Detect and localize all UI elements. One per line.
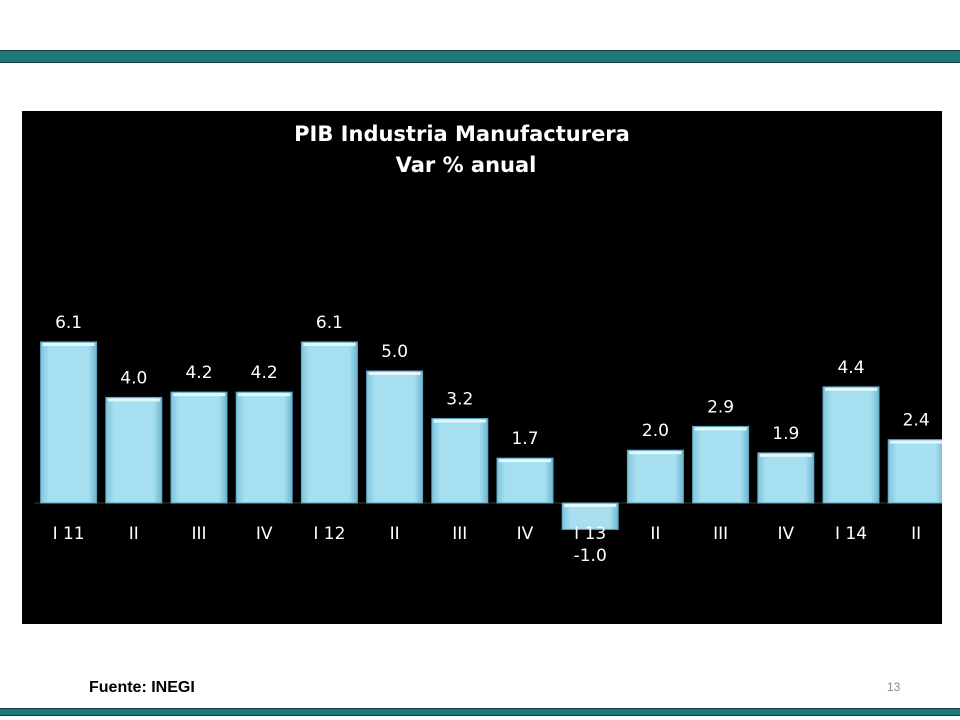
bar	[40, 341, 98, 504]
bar-highlight	[173, 393, 225, 397]
bar	[887, 439, 942, 504]
value-label: 5.0	[381, 342, 408, 362]
value-label: -1.0	[574, 546, 607, 566]
bottom-accent-rule	[0, 708, 960, 716]
bar-highlight	[42, 342, 95, 346]
chart-title: PIB Industria Manufacturera	[294, 122, 630, 146]
bar	[822, 386, 880, 504]
bar	[300, 341, 358, 504]
top-accent-rule	[0, 50, 960, 63]
bar	[105, 396, 163, 504]
bar-highlight	[694, 427, 747, 431]
source-note: Fuente: INEGI	[89, 679, 195, 696]
value-label: 6.1	[316, 313, 343, 333]
value-label: 2.9	[707, 397, 734, 417]
category-label: III	[452, 524, 467, 544]
page-number: 13	[887, 680, 901, 694]
bar-highlight	[368, 372, 421, 375]
value-label: 1.7	[511, 429, 538, 449]
value-label: 3.2	[446, 390, 473, 410]
bar	[626, 449, 684, 504]
bar-highlight	[759, 453, 812, 457]
bar-highlight	[825, 387, 877, 391]
bar-highlight	[564, 504, 617, 507]
bar	[366, 370, 424, 504]
value-label: 4.4	[837, 358, 864, 378]
value-label: 2.4	[903, 411, 930, 431]
bar-highlight	[499, 459, 551, 463]
category-label: II	[129, 524, 139, 544]
chart-subtitle: Var % anual	[396, 153, 537, 177]
category-label: IV	[517, 524, 534, 544]
bar-highlight	[629, 451, 682, 455]
bar	[431, 418, 489, 504]
category-label: III	[191, 524, 206, 544]
category-label: II	[911, 524, 921, 544]
bar-highlight	[238, 393, 291, 397]
category-label: I 11	[53, 524, 85, 544]
value-label: 2.0	[642, 421, 669, 441]
bar	[235, 391, 293, 504]
bar-chart: PIB Industria Manufacturera Var % anual …	[34, 122, 942, 566]
bar	[692, 425, 750, 504]
bar	[757, 452, 815, 504]
bar	[496, 457, 554, 504]
category-label: IV	[777, 524, 794, 544]
value-label: 4.2	[185, 363, 212, 383]
category-label: I 12	[313, 524, 345, 544]
value-label: 6.1	[55, 313, 82, 333]
bar-highlight	[890, 440, 942, 444]
category-label: III	[713, 524, 728, 544]
category-label: II	[650, 524, 660, 544]
bar-highlight	[433, 419, 486, 423]
bar	[561, 502, 619, 530]
category-label: IV	[256, 524, 273, 544]
bar-highlight	[107, 398, 160, 402]
category-label: I 13	[574, 524, 606, 544]
category-label: I 14	[835, 524, 867, 544]
value-label: 4.0	[120, 368, 147, 388]
value-label: 4.2	[251, 363, 278, 383]
bar	[170, 391, 228, 504]
bar-highlight	[303, 342, 356, 346]
category-label: II	[390, 524, 400, 544]
chart-panel: PIB Industria Manufacturera Var % anual …	[22, 111, 942, 624]
value-label: 1.9	[772, 424, 799, 444]
